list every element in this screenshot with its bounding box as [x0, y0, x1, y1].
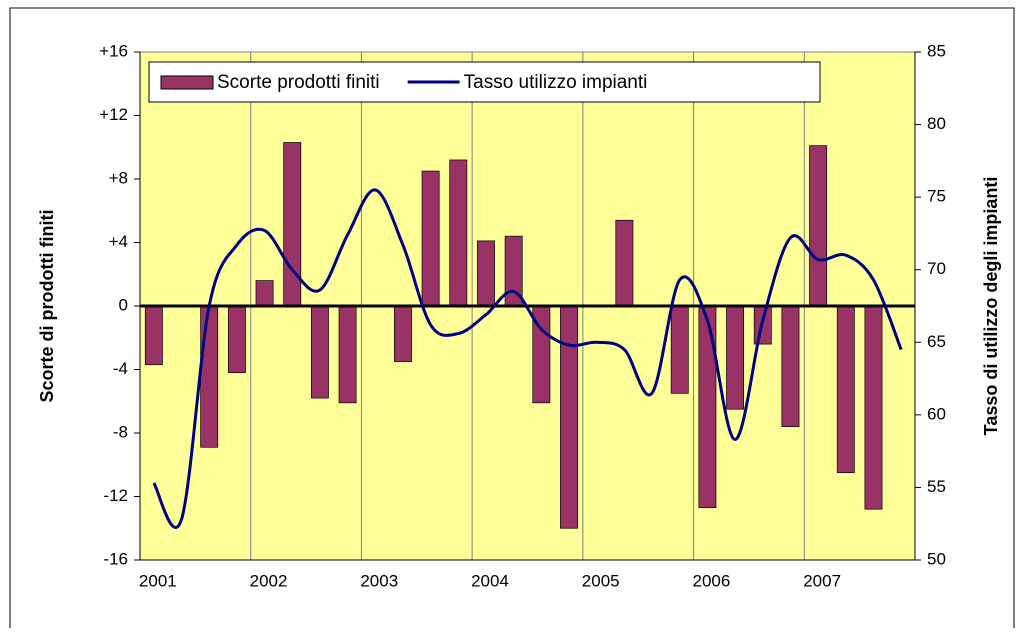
- bar: [338, 305, 357, 404]
- y2-tick-label: 75: [927, 187, 946, 206]
- x-tick-label: 2003: [360, 571, 398, 590]
- bar: [698, 305, 717, 508]
- bar: [781, 305, 800, 428]
- y2-axis-title: Tasso di utilizzo degli impianti: [981, 177, 1001, 436]
- y-axis-title: Scorte di prodotti finiti: [37, 210, 57, 403]
- legend-box: [148, 61, 821, 103]
- line: [152, 188, 903, 529]
- y-tick-label: +12: [99, 105, 128, 124]
- chart-frame: [9, 7, 1015, 633]
- bar: [449, 159, 468, 307]
- bar: [421, 170, 440, 307]
- bar: [255, 280, 274, 307]
- x-tick-label: 2004: [471, 571, 509, 590]
- x-tick-label: 2005: [582, 571, 620, 590]
- bar: [227, 305, 246, 374]
- bar: [809, 145, 828, 307]
- y-tick-label: -4: [113, 359, 128, 378]
- x-tick-label: 2002: [250, 571, 288, 590]
- bar: [310, 305, 329, 399]
- y-tick-label: +4: [109, 232, 128, 251]
- bar: [394, 305, 412, 362]
- y2-tick-label: 85: [927, 41, 946, 60]
- y2-tick-label: 80: [927, 114, 946, 133]
- legend-label: Tasso utilizzo impianti: [464, 72, 648, 93]
- bar: [477, 240, 495, 307]
- x-tick-label: 2007: [803, 571, 841, 590]
- y-tick-label: -8: [113, 422, 128, 441]
- y-tick-label: +16: [99, 41, 128, 60]
- y2-tick-label: 65: [927, 332, 946, 351]
- y-tick-label: -16: [103, 549, 128, 568]
- bar: [200, 305, 219, 448]
- bar: [864, 305, 883, 510]
- bar: [283, 142, 302, 307]
- legend-swatch: [160, 75, 214, 90]
- bar: [836, 305, 855, 474]
- y-tick-label: +8: [109, 168, 128, 187]
- x-tick-label: 2006: [692, 571, 730, 590]
- y2-tick-label: 70: [927, 259, 946, 278]
- x-tick-label: 2001: [139, 571, 177, 590]
- bar: [560, 305, 578, 529]
- bar: [144, 305, 163, 366]
- y2-tick-label: 50: [927, 549, 946, 568]
- y-tick-label: 0: [119, 295, 128, 314]
- bar: [615, 219, 634, 307]
- legend-label: Scorte prodotti finiti: [217, 72, 380, 93]
- bar: [670, 305, 689, 394]
- y2-tick-label: 55: [927, 477, 946, 496]
- y-tick-label: -12: [103, 486, 128, 505]
- y2-tick-label: 60: [927, 404, 946, 423]
- bar: [726, 305, 745, 410]
